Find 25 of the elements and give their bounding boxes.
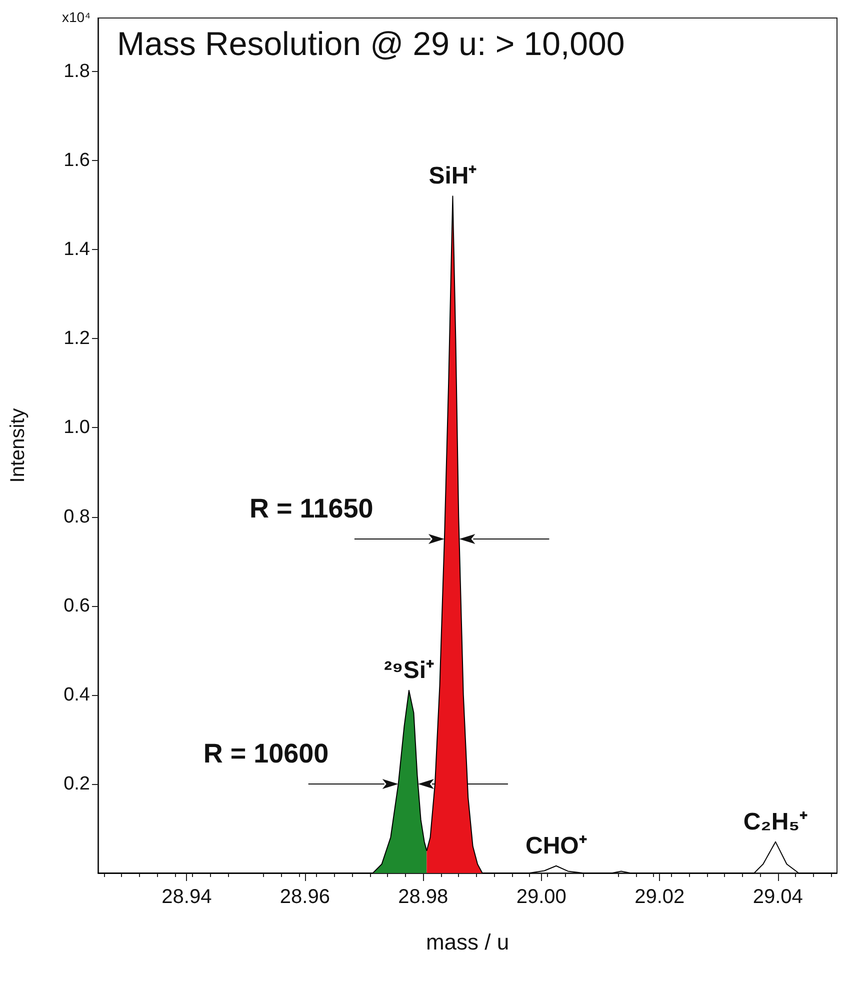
- x-tick-label: 28.98: [398, 886, 448, 908]
- chart-title: Mass Resolution @ 29 u: > 10,000: [117, 25, 625, 62]
- text: x10⁴: [62, 9, 91, 25]
- x-tick-label: 29.00: [516, 886, 566, 908]
- y-tick-label: 1.6: [64, 150, 90, 171]
- annotation: CHO⁺: [526, 832, 587, 860]
- x-tick-label: 28.94: [162, 886, 212, 908]
- x-axis-title: mass / u: [426, 930, 510, 954]
- annotation: ²⁹Si⁺: [384, 656, 434, 684]
- y-tick-label: 0.6: [64, 595, 90, 616]
- x-tick-label: 28.96: [280, 886, 330, 908]
- y-tick-label: 0.4: [64, 684, 90, 706]
- y-tick-label: 1.2: [64, 328, 90, 350]
- annotation: R = 10600: [203, 738, 329, 768]
- y-tick-label: 0.2: [64, 773, 90, 794]
- x-tick-label: 29.04: [752, 886, 803, 908]
- y-tick-label: 1.4: [64, 239, 90, 260]
- y-tick-label: 0.8: [64, 506, 90, 528]
- y-tick-label: 1.0: [64, 417, 90, 438]
- y-axis-title: Intensity: [7, 408, 29, 483]
- x-tick-label: 29.02: [634, 886, 685, 908]
- y-tick-label: 1.8: [64, 60, 90, 82]
- annotation: C₂H₅⁺: [743, 808, 808, 836]
- annotation: R = 11650: [249, 494, 374, 524]
- annotation: SiH⁺: [428, 162, 477, 190]
